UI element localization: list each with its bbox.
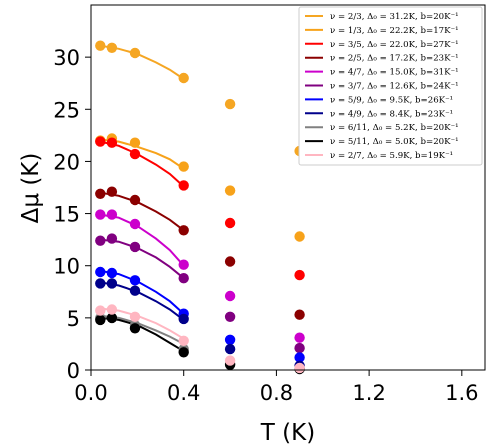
y-tick-label: 15 xyxy=(53,203,80,227)
x-tick-label: 0.4 xyxy=(167,381,200,405)
data-point-series-10 xyxy=(129,311,141,322)
data-point-series-3 xyxy=(106,186,118,197)
data-point-series-6 xyxy=(95,266,106,278)
data-point-series-0 xyxy=(95,40,106,51)
x-axis-ticks: 0.0 0.4 0.8 1.2 1.6 xyxy=(74,370,479,405)
x-tick-label: 1.6 xyxy=(445,381,478,405)
data-point-series-9 xyxy=(106,312,118,324)
legend-label: ν = 1/3, Δ₀ = 22.2K, b=17K⁻¹ xyxy=(330,26,459,36)
data-point-series-4 xyxy=(106,209,118,220)
data-point-series-3 xyxy=(129,194,141,206)
data-point-series-2 xyxy=(95,136,106,147)
legend-label: ν = 5/11, Δ₀ = 5.0K, b=20K⁻¹ xyxy=(330,137,459,147)
data-point-series-3 xyxy=(178,225,189,236)
data-point-series-6 xyxy=(294,352,305,363)
data-point-series-10 xyxy=(95,305,106,316)
data-point-series-5 xyxy=(129,241,141,253)
data-point-series-4 xyxy=(95,209,106,220)
y-tick-label: 5 xyxy=(67,307,80,331)
plot-frame xyxy=(90,4,486,371)
data-point-series-6 xyxy=(224,334,236,345)
x-axis-title: T (K) xyxy=(260,420,315,446)
legend-label: ν = 4/9, Δ₀ = 8.4K, b=23K⁻¹ xyxy=(330,109,453,119)
y-tick-label: 20 xyxy=(53,150,80,174)
data-point-series-1 xyxy=(178,161,189,172)
legend-label: ν = 2/5, Δ₀ = 17.2K, b=23K⁻¹ xyxy=(330,54,459,64)
data-points xyxy=(95,40,305,375)
y-tick-label: 0 xyxy=(67,359,80,383)
data-point-series-0 xyxy=(178,72,189,84)
data-point-series-9 xyxy=(178,347,189,358)
y-axis-ticks: 0 5 10 15 20 25 30 xyxy=(53,46,91,383)
legend-label: ν = 5/9, Δ₀ = 9.5K, b=26K⁻¹ xyxy=(330,95,453,105)
data-point-series-0 xyxy=(224,98,236,110)
data-point-series-0 xyxy=(106,42,118,53)
y-axis-title: Δμ (K) xyxy=(18,153,44,224)
legend-label: ν = 2/7, Δ₀ = 5.9K, b=19K⁻¹ xyxy=(330,151,453,161)
data-point-series-10 xyxy=(294,362,305,374)
x-tick-label: 1.2 xyxy=(352,381,385,405)
data-point-series-7 xyxy=(224,343,236,355)
data-point-series-9 xyxy=(95,314,106,326)
legend-label: ν = 4/7, Δ₀ = 15.0K, b=31K⁻¹ xyxy=(330,68,459,78)
data-point-series-9 xyxy=(129,323,141,334)
data-point-series-5 xyxy=(224,311,236,322)
data-point-series-10 xyxy=(106,304,118,315)
data-point-series-7 xyxy=(129,285,141,296)
data-point-series-0 xyxy=(129,47,141,59)
data-point-series-4 xyxy=(224,290,236,302)
data-point-series-10 xyxy=(224,355,236,366)
data-point-series-6 xyxy=(106,267,118,279)
y-tick-label: 10 xyxy=(53,255,80,279)
data-point-series-2 xyxy=(178,180,189,191)
data-point-series-10 xyxy=(178,335,189,346)
legend: ν = 2/3, Δ₀ = 31.2K, b=20K⁻¹ ν = 1/3, Δ₀ … xyxy=(298,6,483,166)
data-point-series-1 xyxy=(224,185,236,196)
legend-label: ν = 3/7, Δ₀ = 12.6K, b=24K⁻¹ xyxy=(330,82,459,92)
legend-label: ν = 2/3, Δ₀ = 31.2K, b=20K⁻¹ xyxy=(330,12,459,22)
data-point-series-1 xyxy=(129,137,141,148)
legend-label: ν = 3/5, Δ₀ = 22.0K, b=27K⁻¹ xyxy=(330,40,459,50)
fit-line-series-3 xyxy=(100,191,185,232)
x-tick-label: 0.0 xyxy=(74,381,107,405)
data-point-series-2 xyxy=(294,269,305,281)
data-point-series-7 xyxy=(178,313,189,325)
data-point-series-5 xyxy=(106,233,118,244)
y-tick-label: 30 xyxy=(53,46,80,70)
data-point-series-7 xyxy=(106,278,118,289)
data-point-series-5 xyxy=(95,235,106,246)
data-point-series-4 xyxy=(294,332,305,343)
data-point-series-7 xyxy=(95,278,106,289)
data-point-series-2 xyxy=(224,217,236,229)
data-point-series-4 xyxy=(129,218,141,230)
data-point-series-1 xyxy=(294,231,305,242)
data-point-series-5 xyxy=(294,342,305,354)
x-tick-label: 0.8 xyxy=(260,381,293,405)
data-point-series-3 xyxy=(294,309,305,320)
legend-box xyxy=(298,6,483,166)
data-point-series-6 xyxy=(129,275,141,286)
data-point-series-4 xyxy=(178,259,189,270)
data-point-series-3 xyxy=(95,188,106,199)
data-point-series-2 xyxy=(106,137,118,148)
legend-label: ν = 6/11, Δ₀ = 5.2K, b=20K⁻¹ xyxy=(330,123,459,133)
data-point-series-5 xyxy=(178,273,189,284)
data-point-series-3 xyxy=(224,256,236,267)
y-tick-label: 25 xyxy=(53,98,80,122)
data-point-series-2 xyxy=(129,148,141,160)
